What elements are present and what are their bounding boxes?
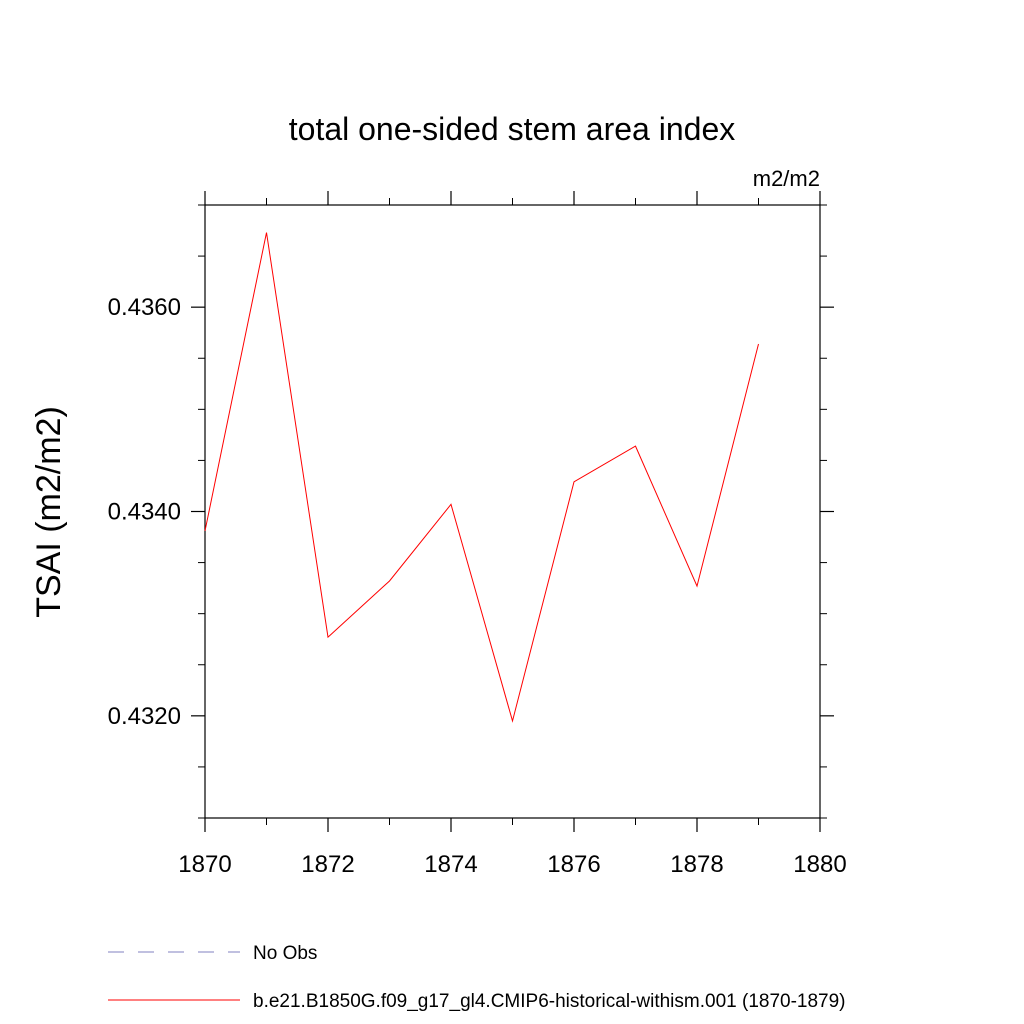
chart-title: total one-sided stem area index — [289, 111, 735, 147]
series-line — [204, 232, 759, 723]
y-tick-label: 0.4340 — [108, 499, 181, 526]
legend-label-1: No Obs — [253, 943, 317, 964]
axes-group: 1870 1872 1874 1876 1878 1880 0.4320 0.4340 0.43… — [108, 191, 847, 878]
x-tick-label: 1876 — [547, 851, 600, 878]
legend: No Obs b.e21.B1850G.f09_g17_gl4.CMIP6-his… — [108, 943, 846, 1012]
units-label: m2/m2 — [753, 166, 820, 191]
series-group — [204, 232, 759, 723]
legend-label-2: b.e21.B1850G.f09_g17_gl4.CMIP6-historica… — [253, 991, 846, 1012]
x-tick-label: 1880 — [793, 851, 846, 878]
x-tick-label: 1874 — [424, 851, 477, 878]
y-tick-label: 0.4320 — [108, 703, 181, 730]
x-tick-label: 1878 — [670, 851, 723, 878]
y-tick-label: 0.4360 — [108, 294, 181, 321]
x-tick-label: 1870 — [178, 851, 231, 878]
x-tick-label: 1872 — [301, 851, 354, 878]
y-axis-label: TSAI (m2/m2) — [30, 406, 68, 618]
plot-frame — [204, 204, 821, 819]
